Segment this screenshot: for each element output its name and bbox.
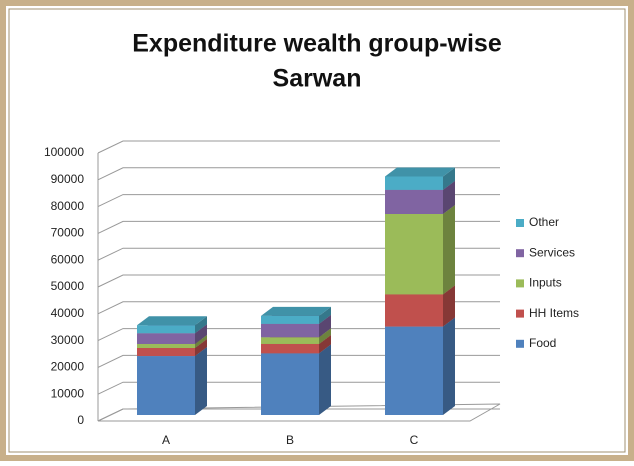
legend-swatch bbox=[516, 339, 524, 348]
legend-label: Services bbox=[529, 245, 575, 259]
y-tick-label: 20000 bbox=[51, 360, 85, 374]
y-tick-label: 0 bbox=[77, 413, 84, 427]
bar-top bbox=[137, 316, 207, 326]
bar-side bbox=[319, 314, 331, 338]
y-tick-label: 40000 bbox=[51, 306, 85, 320]
y-tick-label: 100000 bbox=[44, 145, 84, 159]
bar-segment bbox=[261, 343, 319, 354]
bar-side bbox=[319, 306, 331, 324]
bar-side bbox=[195, 339, 207, 357]
legend-label: Food bbox=[529, 336, 556, 350]
bar-side bbox=[319, 334, 331, 354]
bar-side bbox=[195, 334, 207, 348]
bar-side bbox=[443, 285, 455, 327]
bar-side bbox=[443, 167, 455, 190]
bar-segment bbox=[385, 294, 443, 327]
grid-line bbox=[97, 354, 500, 368]
y-tick-label: 80000 bbox=[51, 199, 85, 213]
legend-label: Other bbox=[529, 215, 559, 229]
bar-top bbox=[385, 167, 455, 177]
bar-side bbox=[195, 347, 207, 415]
bar-segment bbox=[137, 348, 195, 357]
grid-line bbox=[97, 247, 500, 261]
grid-line bbox=[97, 301, 500, 315]
legend-swatch bbox=[516, 219, 524, 227]
legend-label: Inputs bbox=[529, 276, 562, 290]
bar-segment bbox=[137, 333, 195, 344]
bar-segment bbox=[385, 214, 443, 295]
grid-line bbox=[97, 408, 500, 422]
bar-segment bbox=[137, 356, 195, 415]
x-tick-label: C bbox=[410, 433, 419, 447]
bar-side bbox=[443, 180, 455, 214]
chart-title: Expenditure wealth group-wise bbox=[132, 30, 502, 58]
x-tick-label: A bbox=[162, 433, 170, 447]
bar-side bbox=[195, 324, 207, 344]
x-tick-label: B bbox=[286, 433, 294, 447]
y-tick-label: 50000 bbox=[51, 279, 85, 293]
chart-subtitle: Sarwan bbox=[273, 65, 362, 93]
bar-side bbox=[319, 328, 331, 344]
bar-side bbox=[443, 205, 455, 295]
grid-line bbox=[97, 381, 500, 395]
bar-segment bbox=[261, 315, 319, 324]
bar-side bbox=[195, 316, 207, 334]
bar-top bbox=[261, 306, 331, 316]
y-tick-label: 30000 bbox=[51, 333, 85, 347]
legend-label: HH Items bbox=[529, 306, 579, 320]
grid-line bbox=[97, 194, 500, 208]
bar-segment bbox=[385, 176, 443, 190]
y-tick-label: 90000 bbox=[51, 172, 85, 186]
legend-swatch bbox=[516, 279, 524, 288]
bar-segment bbox=[385, 189, 443, 214]
grid-line bbox=[97, 220, 500, 234]
bar-segment bbox=[261, 323, 319, 338]
bar-segment bbox=[261, 337, 319, 344]
grid-line bbox=[97, 274, 500, 288]
y-tick-label: 70000 bbox=[51, 226, 85, 240]
bar-side bbox=[443, 317, 455, 415]
bar-segment bbox=[137, 325, 195, 334]
bar-segment bbox=[385, 326, 443, 415]
legend-swatch bbox=[516, 249, 524, 258]
grid-line bbox=[97, 167, 500, 181]
inner-frame bbox=[8, 8, 626, 453]
y-tick-label: 60000 bbox=[51, 252, 85, 266]
bar-side bbox=[319, 344, 331, 415]
bar-segment bbox=[261, 353, 319, 415]
legend-swatch bbox=[516, 309, 524, 318]
bar-segment bbox=[137, 343, 195, 348]
y-tick-label: 10000 bbox=[51, 386, 85, 400]
grid-line bbox=[97, 328, 500, 342]
grid-line bbox=[97, 140, 500, 154]
